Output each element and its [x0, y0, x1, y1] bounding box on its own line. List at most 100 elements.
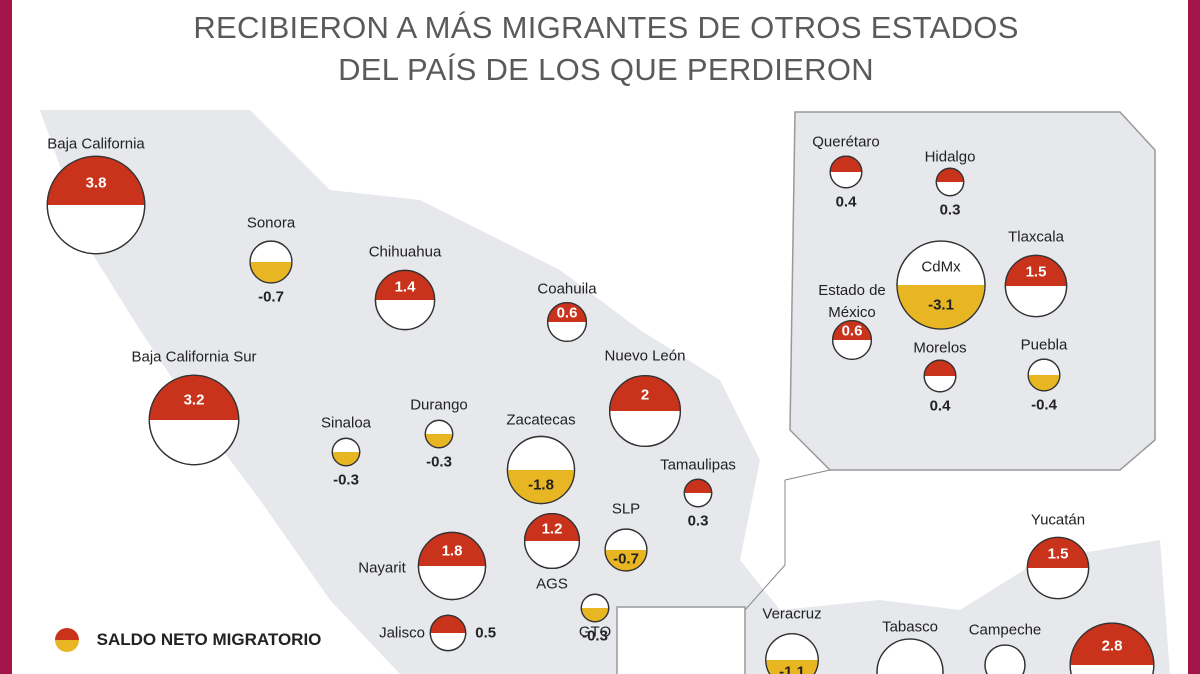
state-name: Tlaxcala: [1008, 228, 1064, 246]
state-value: 0.4: [835, 193, 857, 211]
bubble-half: [832, 320, 872, 340]
mexico-shape: [40, 110, 1170, 674]
legend-label: SALDO NETO MIGRATORIO: [96, 630, 322, 649]
bubble-half: [418, 532, 486, 566]
bubble-outline: [683, 478, 713, 508]
bubble-outline: [984, 644, 1026, 674]
state-value: 0.6: [841, 322, 863, 340]
state-value: -0.3: [582, 627, 608, 645]
state-value: 0.3: [939, 201, 961, 219]
frame: [1188, 0, 1200, 674]
bubble-outline: [1069, 622, 1155, 674]
state-name: Nuevo León: [604, 347, 686, 365]
bubble-outline: [424, 419, 454, 449]
state-name: CdMx: [921, 258, 961, 276]
bubble-half: [936, 168, 964, 182]
state-value: 0.5: [475, 624, 497, 642]
state-name: Tabasco: [882, 618, 938, 636]
state-value: 1.5: [1047, 545, 1069, 563]
state-name: GTO: [578, 623, 612, 641]
bubble-outline: [935, 167, 965, 197]
bubble-outline: [374, 269, 436, 331]
state-name: Sonora: [246, 214, 296, 232]
state-value: 3.2: [183, 391, 205, 409]
state-name: Yucatán: [1030, 511, 1086, 529]
bubble-half: [1005, 255, 1067, 286]
state-value: -0.3: [333, 471, 359, 489]
bubble-outline: [546, 301, 588, 343]
bubble-half: [425, 434, 453, 448]
bubble-half: [830, 156, 862, 172]
state-value: -0.7: [613, 550, 639, 568]
title-line: DEL PAÍS DE LOS QUE PERDIERON: [338, 52, 874, 87]
state-name: Chihuahua: [368, 243, 442, 261]
frame: [0, 0, 12, 674]
state-name: AGS: [536, 575, 568, 593]
bubble-half: [609, 375, 681, 411]
bubble-half: [547, 302, 587, 322]
bubble-outline: [523, 512, 581, 570]
state-value: 0.4: [929, 397, 951, 415]
bubble-half: [524, 513, 580, 541]
state-name: Nayarit: [358, 559, 406, 577]
bubble-outline: [608, 374, 682, 448]
state-name: Estado de México: [818, 282, 886, 321]
state-name: Zacatecas: [506, 411, 576, 429]
bubble-outline: [506, 435, 576, 505]
legend-yellow: [55, 640, 79, 652]
bubble-outline: [876, 638, 944, 674]
title-line: RECIBIERON A MÁS MIGRANTES DE OTROS ESTA…: [193, 10, 1019, 45]
bubble-half: [430, 615, 466, 633]
bubble-outline: [148, 374, 240, 466]
inset-region: [616, 606, 746, 674]
state-value: -0.7: [258, 288, 284, 306]
state-value: -0.3: [426, 453, 452, 471]
bubble-outline: [604, 528, 648, 572]
connector: [744, 564, 786, 611]
bubble-half: [507, 470, 575, 504]
state-name: SLP: [611, 500, 641, 518]
state-value: -1.8: [528, 476, 554, 494]
bubble-outline: [765, 633, 819, 674]
state-value: 1.5: [1025, 263, 1047, 281]
bubble-outline: [46, 155, 146, 255]
bubble-half: [605, 550, 647, 571]
state-name: Jalisco: [379, 624, 425, 642]
bubble-half: [896, 285, 986, 330]
bubble-half: [149, 375, 239, 420]
state-name: Baja California Sur: [131, 348, 257, 366]
bubble-outline: [1027, 358, 1061, 392]
bubble-outline: [1004, 254, 1068, 318]
state-value: 1.4: [394, 278, 416, 296]
connector: [784, 469, 831, 481]
legend-red: [55, 628, 79, 640]
bubble-half: [47, 156, 145, 205]
state-name: Querétaro: [812, 133, 880, 151]
bubble-half: [1027, 537, 1089, 568]
state-name: Hidalgo: [924, 148, 976, 166]
state-value: 1.2: [541, 520, 563, 538]
bubble-half: [1070, 623, 1154, 665]
legend-icon: [55, 628, 79, 652]
state-name: Baja California: [47, 135, 145, 153]
state-name: Morelos: [913, 339, 967, 357]
bubble-outline: [249, 240, 293, 284]
state-value: 0.6: [556, 304, 578, 322]
state-value: -1.1: [779, 663, 805, 674]
state-value: -0.4: [1031, 396, 1057, 414]
state-name: Durango: [410, 396, 468, 414]
state-name: Campeche: [968, 621, 1042, 639]
bubble-outline: [417, 531, 487, 601]
bubble-half: [684, 479, 712, 493]
state-value: 3.8: [85, 174, 107, 192]
state-name: Coahuila: [537, 280, 597, 298]
state-value: 2: [640, 386, 650, 404]
state-value: -3.1: [928, 296, 954, 314]
state-name: Veracruz: [762, 605, 822, 623]
bubble-outline: [331, 437, 361, 467]
bubble-half: [581, 608, 609, 622]
bubble-outline: [829, 155, 863, 189]
bubble-outline: [580, 593, 610, 623]
